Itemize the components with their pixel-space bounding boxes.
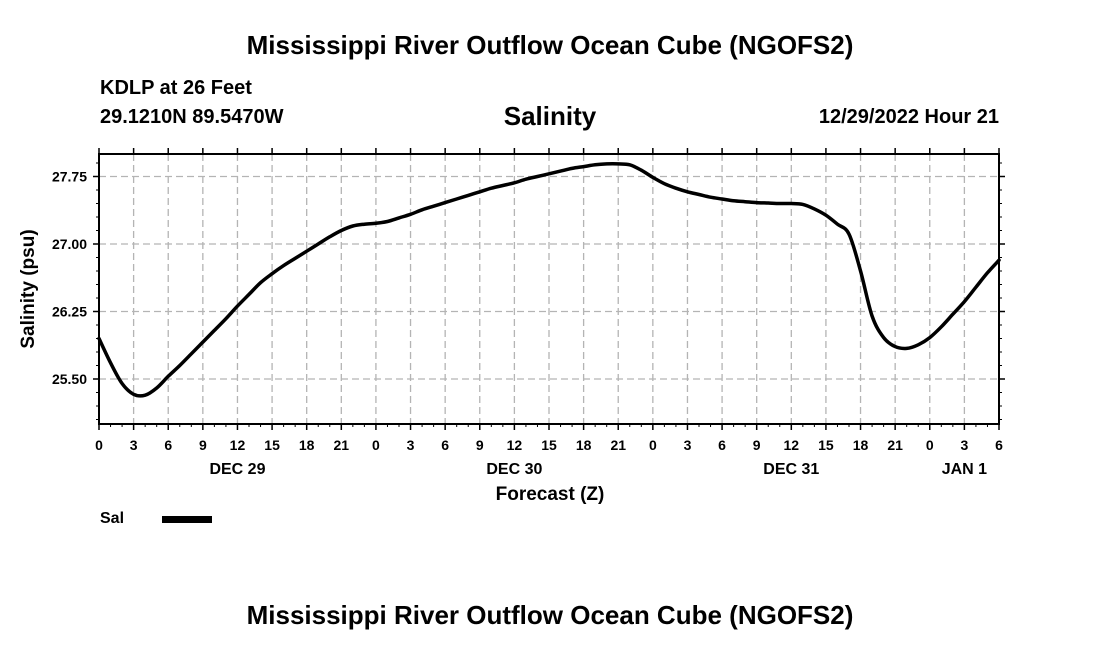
forecast-timestamp: 12/29/2022 Hour 21 [818, 106, 999, 128]
station-label: KDLP at 26 Feet [100, 77, 252, 99]
x-tick-label: 21 [887, 437, 903, 453]
y-tick-label: 27.75 [52, 169, 87, 185]
x-tick-label: 3 [407, 437, 415, 453]
x-tick-label: 6 [995, 437, 1003, 453]
x-tick-label: 21 [334, 437, 350, 453]
x-tick-label: 21 [610, 437, 626, 453]
x-tick-label: 12 [784, 437, 800, 453]
y-tick-label: 26.25 [52, 304, 87, 320]
day-label: DEC 31 [763, 461, 819, 478]
x-tick-label: 0 [95, 437, 103, 453]
y-tick-label: 27.00 [52, 236, 87, 252]
x-tick-label: 3 [684, 437, 692, 453]
x-tick-label: 15 [818, 437, 834, 453]
x-tick-label: 0 [372, 437, 380, 453]
day-label: DEC 30 [486, 461, 542, 478]
plot-frame [98, 153, 1000, 425]
tick-labels: 0 3 6 9 12 15 18 21 0 3 6 9 12 15 18 21 0 3 6 9 12 15 18 21 0 3 6 2… [52, 169, 1003, 479]
x-tick-label: 6 [441, 437, 449, 453]
salinity-series-line [97, 162, 1001, 398]
chart-title: Salinity [503, 101, 597, 131]
x-axis-label: Forecast (Z) [496, 484, 605, 505]
footer-title: Mississippi River Outflow Ocean Cube (NG… [246, 600, 854, 630]
x-tick-label: 9 [753, 437, 761, 453]
page-title: Mississippi River Outflow Ocean Cube (NG… [246, 30, 854, 60]
x-tick-label: 9 [476, 437, 484, 453]
x-tick-label: 15 [264, 437, 280, 453]
x-tick-label: 6 [718, 437, 726, 453]
legend-swatch [162, 516, 212, 523]
x-tick-label: 18 [576, 437, 592, 453]
x-tick-label: 6 [164, 437, 172, 453]
day-label: JAN 1 [942, 461, 987, 478]
day-label: DEC 29 [209, 461, 265, 478]
x-tick-label: 15 [541, 437, 557, 453]
x-tick-label: 3 [960, 437, 968, 453]
x-tick-label: 12 [230, 437, 246, 453]
y-axis-label: Salinity (psu) [18, 229, 39, 348]
x-tick-label: 3 [130, 437, 138, 453]
x-tick-label: 12 [507, 437, 523, 453]
x-tick-label: 18 [853, 437, 869, 453]
y-tick-label: 25.50 [52, 371, 87, 387]
legend-label: Sal [100, 510, 125, 527]
station-coordinates: 29.1210N 89.5470W [100, 106, 284, 128]
x-tick-label: 0 [926, 437, 934, 453]
x-tick-label: 18 [299, 437, 315, 453]
x-tick-label: 9 [199, 437, 207, 453]
grid-lines [99, 154, 999, 424]
x-tick-label: 0 [649, 437, 657, 453]
